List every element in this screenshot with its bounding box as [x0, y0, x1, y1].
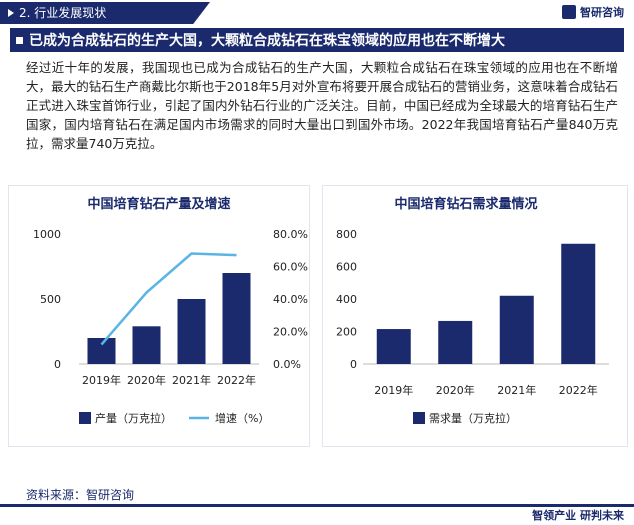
- section-label: 2. 行业发展现状: [19, 6, 107, 20]
- y2-tick-label: 40.0%: [273, 293, 308, 306]
- chart-title: 中国培育钻石需求量情况: [394, 196, 537, 212]
- headline-text: 已成为合成钻石的生产大国，大颗粒合成钻石在珠宝领域的应用也在不断增大: [29, 33, 505, 49]
- brand-logo-icon: [562, 5, 576, 19]
- production-chart-panel: 中国培育钻石产量及增速 0 500 1000 0.0% 20.0% 40.0% 60.0% 80…: [8, 185, 310, 447]
- y-tick-label: 1000: [33, 228, 61, 241]
- y2-tick-label: 60.0%: [273, 261, 308, 274]
- legend-swatch-demand: [413, 412, 425, 424]
- x-tick-label: 2019年: [374, 383, 413, 397]
- production-bar: [132, 326, 161, 364]
- chart-title: 中国培育钻石产量及增速: [87, 196, 230, 212]
- y-tick-label: 0: [350, 358, 357, 371]
- production-chart: 中国培育钻石产量及增速 0 500 1000 0.0% 20.0% 40.0% 60.0% 80…: [33, 196, 308, 425]
- production-bar: [87, 338, 116, 364]
- production-bar: [177, 299, 206, 364]
- legend-swatch-production: [79, 412, 91, 424]
- legend-label-production: 产量（万克拉）: [95, 411, 172, 425]
- y-tick-label: 400: [336, 293, 357, 306]
- square-bullet-icon: [16, 36, 23, 44]
- x-tick-label: 2020年: [436, 383, 475, 397]
- y2-tick-label: 80.0%: [273, 228, 308, 241]
- source-note: 资料来源：智研咨询: [26, 488, 135, 502]
- bottom-divider: [0, 504, 634, 507]
- footer-slogan: 智领产业 研判未来: [532, 509, 624, 522]
- section-tag: 2. 行业发展现状: [0, 2, 210, 24]
- y-tick-label: 0: [54, 358, 61, 371]
- intro-paragraph: 经过近十年的发展，我国现也已成为合成钻石的生产大国，大颗粒合成钻石在珠宝领域的应…: [26, 60, 618, 151]
- x-tick-label: 2019年: [82, 373, 121, 387]
- y-tick-label: 800: [336, 228, 357, 241]
- headline-banner: 已成为合成钻石的生产大国，大颗粒合成钻石在珠宝领域的应用也在不断增大: [10, 28, 624, 52]
- y-tick-label: 600: [336, 261, 357, 274]
- x-tick-label: 2021年: [172, 373, 211, 387]
- brand-name: 智研咨询: [580, 6, 624, 19]
- y2-tick-label: 20.0%: [273, 326, 308, 339]
- demand-bar: [376, 329, 411, 364]
- x-tick-label: 2021年: [497, 383, 536, 397]
- growth-rate-line: [100, 252, 237, 346]
- demand-chart-panel: 中国培育钻石需求量情况 0 200 400 600 800 2019年 2020年 2021年 2…: [322, 185, 628, 447]
- x-tick-label: 2022年: [559, 383, 598, 397]
- demand-bar: [438, 320, 473, 364]
- x-tick-label: 2022年: [217, 373, 256, 387]
- legend-label-demand: 需求量（万克拉）: [429, 411, 517, 425]
- demand-bar: [499, 295, 534, 364]
- brand: 智研咨询: [562, 4, 624, 20]
- y-tick-label: 200: [336, 326, 357, 339]
- legend-label-growth: 增速（%）: [215, 411, 269, 425]
- triangle-icon: [8, 9, 14, 17]
- y-tick-label: 500: [40, 293, 61, 306]
- demand-bar: [561, 243, 596, 364]
- production-bar: [222, 273, 251, 364]
- top-bar: 2. 行业发展现状 智研咨询: [0, 0, 634, 26]
- x-tick-label: 2020年: [127, 373, 166, 387]
- y2-tick-label: 0.0%: [273, 358, 301, 371]
- demand-chart: 中国培育钻石需求量情况 0 200 400 600 800 2019年 2020年 2021年 2…: [336, 196, 609, 425]
